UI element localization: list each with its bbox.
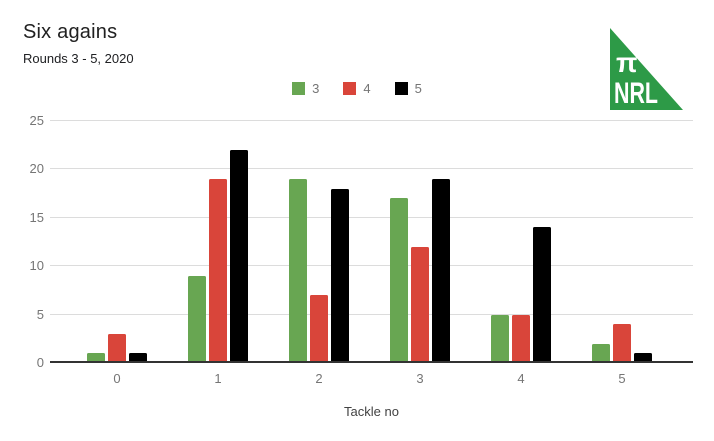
gridline-20 <box>50 168 693 170</box>
y-tick-5: 5 <box>36 306 44 322</box>
bar-series-4-cat-5[interactable] <box>613 324 631 363</box>
y-tick-25: 25 <box>29 113 44 128</box>
y-tick-20: 20 <box>29 161 44 177</box>
x-axis-title: Tackle no <box>344 404 399 419</box>
bar-series-5-cat-4[interactable] <box>533 227 551 363</box>
bar-series-5-cat-5[interactable] <box>634 353 652 363</box>
x-tick-5: 5 <box>618 371 626 386</box>
bar-series-5-cat-0[interactable] <box>129 353 147 363</box>
x-tick-3: 3 <box>416 371 424 386</box>
chart-subtitle: Rounds 3 - 5, 2020 <box>23 51 134 66</box>
bar-series-5-cat-1[interactable] <box>230 150 248 363</box>
legend-swatch-icon <box>343 82 357 95</box>
bar-series-3-cat-2[interactable] <box>289 179 307 363</box>
bar-series-5-cat-3[interactable] <box>432 179 450 363</box>
x-tick-4: 4 <box>517 371 525 386</box>
logo-triangle-icon <box>610 28 683 110</box>
bar-series-3-cat-0[interactable] <box>87 353 105 363</box>
bar-series-4-cat-4[interactable] <box>512 314 530 363</box>
bar-series-4-cat-3[interactable] <box>411 246 429 363</box>
legend-label: 3 <box>312 81 320 96</box>
bar-series-5-cat-2[interactable] <box>331 188 349 363</box>
bar-series-4-cat-0[interactable] <box>108 333 126 363</box>
legend-item-5[interactable]: 5 <box>394 81 422 96</box>
legend-label: 4 <box>363 81 371 96</box>
x-tick-0: 0 <box>113 371 121 386</box>
bar-series-3-cat-4[interactable] <box>491 314 509 363</box>
bar-series-4-cat-2[interactable] <box>310 295 328 363</box>
y-tick-10: 10 <box>29 258 44 274</box>
y-tick-15: 15 <box>29 209 44 225</box>
gridline-15 <box>50 216 693 218</box>
x-tick-1: 1 <box>214 371 222 386</box>
legend-item-3[interactable]: 3 <box>292 81 319 96</box>
nrl-logo: π NRL <box>610 28 683 110</box>
y-tick-0: 0 <box>36 355 44 370</box>
bar-series-4-cat-1[interactable] <box>209 179 227 363</box>
logo-nrl-text: NRL <box>614 77 658 110</box>
chart-title: Six agains <box>23 21 118 43</box>
gridline-10 <box>50 265 693 267</box>
bar-series-3-cat-3[interactable] <box>390 198 408 363</box>
legend-item-4[interactable]: 4 <box>343 81 371 96</box>
bar-series-3-cat-1[interactable] <box>188 275 206 363</box>
gridline-25 <box>50 120 693 121</box>
x-tick-2: 2 <box>315 371 323 386</box>
legend-swatch-icon <box>394 82 408 95</box>
gridline-5 <box>50 313 693 315</box>
x-axis-baseline <box>50 361 693 363</box>
chart-legend: 3 4 5 <box>0 81 714 96</box>
legend-swatch-icon <box>292 82 306 95</box>
logo-pi-symbol: π <box>616 47 637 78</box>
plot-area <box>50 120 693 363</box>
bar-series-3-cat-5[interactable] <box>592 343 610 363</box>
legend-label: 5 <box>414 81 422 96</box>
